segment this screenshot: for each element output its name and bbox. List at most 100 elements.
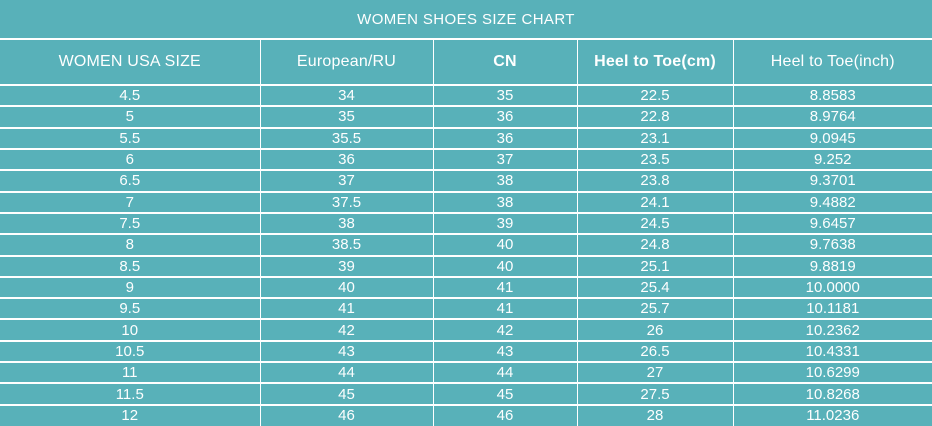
table-cell: 10.8268 xyxy=(732,383,932,406)
table-cell: 9.6457 xyxy=(732,212,932,236)
table-cell: 10.6299 xyxy=(732,362,932,385)
table-row: 11 44 44 27 10.6299 xyxy=(0,362,932,385)
table-cell: 23.8 xyxy=(576,170,733,193)
table-cell: 12 xyxy=(121,407,139,425)
table-cell: 11.5 xyxy=(0,383,260,406)
table-cell: 8.8583 xyxy=(732,85,932,108)
table-cell: 9.252 xyxy=(732,148,932,172)
table-cell: 27.5 xyxy=(576,383,733,406)
table-row: 7 37.5 38 24.1 9.4882 xyxy=(0,191,932,214)
table-cell: 42 xyxy=(259,319,433,342)
table-cell: 10.1181 xyxy=(732,298,932,321)
table-cell: 43 xyxy=(432,340,577,364)
table-cell: 9.3701 xyxy=(732,170,932,193)
table-cell: 9 xyxy=(0,276,260,300)
table-cell: 26.5 xyxy=(576,340,733,364)
table-body: 4.5 34 35 22.5 8.8583 5 35 36 22.8 8.9764 5.5 35.5 3… xyxy=(0,85,932,426)
table-cell: 36 xyxy=(259,148,433,172)
table-cell: 25.4 xyxy=(576,276,733,300)
table-cell: 25.7 xyxy=(576,298,733,321)
table-cell: 11 xyxy=(0,362,260,385)
table-cell: 39 xyxy=(432,212,577,236)
header-row: WOMEN USA SIZE European/RU CN Heel to Toe(c… xyxy=(0,40,932,86)
table-row: 6 36 37 23.5 9.252 xyxy=(0,148,932,172)
table-row: 10 42 42 26 10.2362 xyxy=(0,319,932,342)
table-cell: 8.5 xyxy=(0,255,260,278)
size-table: WOMEN USA SIZE European/RU CN Heel to Toe(c… xyxy=(0,40,932,426)
table-cell: 10.0000 xyxy=(732,276,932,300)
table-row: 11.5 45 45 27.5 10.8268 xyxy=(0,383,932,406)
table-cell: 34 xyxy=(259,85,433,108)
table-cell: 38 xyxy=(432,170,577,193)
table-row: 7.5 38 39 24.5 9.6457 xyxy=(0,212,932,236)
table-cell: 26 xyxy=(576,319,733,342)
table-cell: 24.8 xyxy=(576,234,733,257)
table-cell: 46 xyxy=(432,404,577,426)
table-cell: 40 xyxy=(432,234,577,257)
table-cell: 7 xyxy=(0,191,260,214)
table-row: 6.5 37 38 23.8 9.3701 xyxy=(0,170,932,193)
table-cell: 9.4882 xyxy=(732,191,932,214)
table-cell: 22.8 xyxy=(576,106,733,129)
table-cell: 37 xyxy=(259,170,433,193)
table-cell: 35.5 xyxy=(259,127,433,150)
table-cell: 9.8819 xyxy=(732,255,932,278)
column-header: European/RU xyxy=(259,40,433,86)
table-cell: 35 xyxy=(259,106,433,129)
table-cell: 37.5 xyxy=(259,191,433,214)
table-cell: 27 xyxy=(576,362,733,385)
table-cell: 39 xyxy=(259,255,433,278)
page-title: WOMEN SHOES SIZE CHART xyxy=(0,0,932,40)
table-row: 9 40 41 25.4 10.0000 xyxy=(0,276,932,300)
table-cell: 40 xyxy=(432,255,577,278)
table-cell: 43 xyxy=(259,340,433,364)
table-cell: 10.2362 xyxy=(732,319,932,342)
table-row: 10.5 43 43 26.5 10.4331 xyxy=(0,340,932,364)
table-cell: 38 xyxy=(432,191,577,214)
table-row: 8.5 39 40 25.1 9.8819 xyxy=(0,255,932,278)
table-row: 4.5 34 35 22.5 8.8583 xyxy=(0,85,932,108)
table-cell: 40 xyxy=(259,276,433,300)
table-cell: 7.5 xyxy=(0,212,260,236)
column-header: WOMEN USA SIZE xyxy=(0,40,260,86)
table-cell: 10.4331 xyxy=(732,340,932,364)
table-cell: 25.1 xyxy=(576,255,733,278)
table-row: 12 46 46 28 11.0236 xyxy=(0,404,932,426)
table-cell: 9.7638 xyxy=(732,234,932,257)
table-cell: 24.1 xyxy=(576,191,733,214)
table-cell: 5.5 xyxy=(0,127,260,150)
column-header: CN xyxy=(432,40,577,86)
table-cell: 35 xyxy=(432,85,577,108)
table-cell: 38.5 xyxy=(259,234,433,257)
table-cell: 5 xyxy=(0,106,260,129)
table-cell: 8.9764 xyxy=(732,106,932,129)
table-cell: 28 xyxy=(576,404,733,426)
table-cell: 9.0945 xyxy=(732,127,932,150)
table-cell: 44 xyxy=(259,362,433,385)
table-cell: 23.5 xyxy=(576,148,733,172)
table-cell: 22.5 xyxy=(576,85,733,108)
table-cell: 41 xyxy=(432,276,577,300)
table-cell: 46 xyxy=(259,404,433,426)
table-cell: 44 xyxy=(432,362,577,385)
table-cell: 6 xyxy=(0,148,260,172)
table-cell: 6.5 xyxy=(0,170,260,193)
table-cell: 45 xyxy=(259,383,433,406)
table-row: 5 35 36 22.8 8.9764 xyxy=(0,106,932,129)
table-cell: 41 xyxy=(259,298,433,321)
table-cell: 4.5 xyxy=(0,85,260,108)
table-cell: 24.5 xyxy=(576,212,733,236)
column-header: Heel to Toe(inch) xyxy=(732,40,932,86)
table-cell: 45 xyxy=(432,383,577,406)
table-row: 9.5 41 41 25.7 10.1181 xyxy=(0,298,932,321)
table-cell: 41 xyxy=(432,298,577,321)
table-cell: 10 xyxy=(0,319,260,342)
table-row: 5.5 35.5 36 23.1 9.0945 xyxy=(0,127,932,150)
table-cell: 10.5 xyxy=(0,340,260,364)
table-cell: 8 xyxy=(0,234,260,257)
table-cell: 23.1 xyxy=(576,127,733,150)
table-cell: 9.5 xyxy=(0,298,260,321)
table-cell: 36 xyxy=(432,127,577,150)
table-cell: 42 xyxy=(432,319,577,342)
